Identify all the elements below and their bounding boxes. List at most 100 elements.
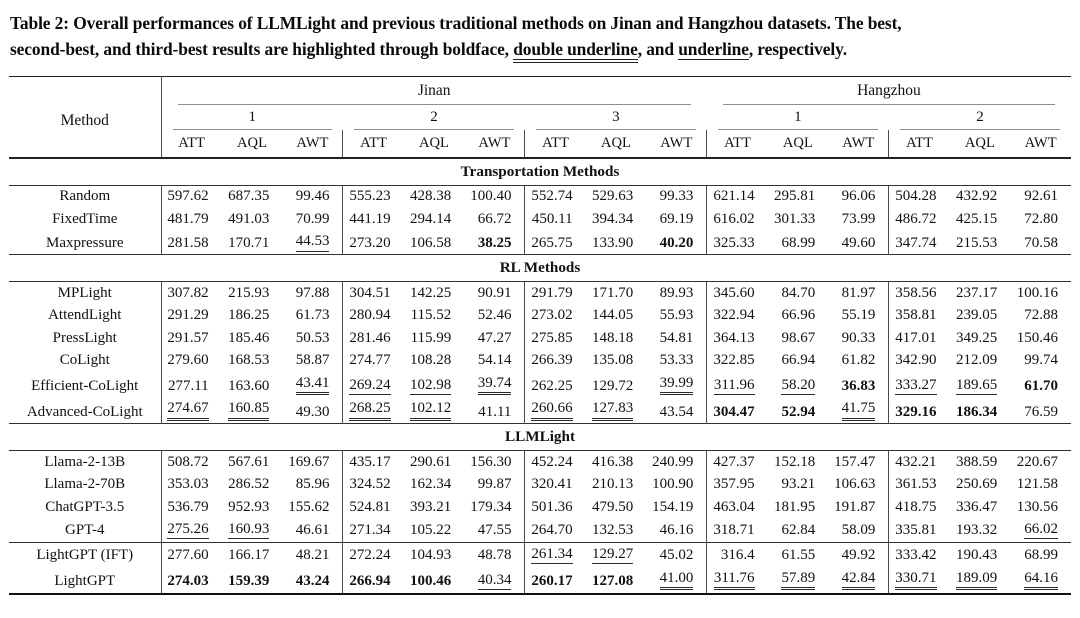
value-cell: 272.24 [342, 542, 404, 567]
value-cell: 92.61 [1010, 185, 1071, 208]
value-text: 325.33 [713, 234, 755, 251]
value-text: 279.60 [167, 352, 209, 369]
value-cell: 333.42 [888, 542, 950, 567]
value-text: 427.37 [713, 453, 755, 470]
value-text: 524.81 [349, 498, 391, 515]
value-text: 181.95 [773, 498, 816, 515]
method-cell: Maxpressure [9, 230, 162, 255]
value-cell: 220.67 [1010, 450, 1071, 473]
value-cell: 291.79 [525, 281, 586, 304]
value-cell: 358.81 [889, 304, 950, 326]
value-text: 49.60 [841, 234, 876, 251]
value-cell: 93.21 [768, 473, 829, 495]
value-cell: 115.52 [404, 304, 465, 326]
value-cell: 274.03 [161, 566, 222, 595]
value-cell: 43.54 [646, 397, 708, 424]
metric-header: ATT [706, 130, 768, 160]
caption-segment: underline [678, 39, 749, 61]
value-cell: 501.36 [525, 496, 586, 518]
value-text: 61.82 [841, 352, 876, 369]
value-text: 98.67 [781, 329, 816, 346]
results-table: Jinan Hangzhou Method 1 2 3 1 2 ATT AQL AWT ATT AQL A… [9, 76, 1071, 595]
value-cell: 265.75 [525, 231, 586, 255]
value-cell: 160.85 [222, 398, 283, 424]
value-text: 616.02 [713, 210, 755, 227]
value-cell: 89.93 [646, 281, 708, 305]
value-text: 358.81 [895, 307, 937, 324]
value-text: 160.93 [228, 521, 270, 540]
value-cell: 49.30 [282, 397, 344, 424]
metric-header: AWT [464, 130, 526, 160]
value-text: 58.20 [781, 377, 816, 395]
value-text: 163.60 [228, 377, 270, 394]
value-cell: 169.67 [282, 450, 344, 474]
method-name: Random [59, 188, 111, 205]
method-cell: FixedTime [9, 208, 162, 231]
value-cell: 155.62 [282, 495, 344, 519]
value-cell: 291.29 [161, 304, 222, 326]
value-text: 275.85 [531, 329, 573, 346]
value-text: 41.00 [659, 570, 694, 590]
value-text: 260.66 [531, 400, 573, 421]
dataset-header-cell: Jinan [161, 76, 707, 106]
value-cell: 69.19 [646, 208, 708, 231]
value-text: 93.21 [781, 476, 816, 493]
metric-header: AQL [221, 130, 283, 160]
value-text: 307.82 [167, 284, 209, 301]
value-cell: 160.93 [222, 518, 283, 542]
method-name: ChatGPT-3.5 [45, 498, 125, 515]
value-text: 271.34 [349, 522, 391, 539]
caption-segment: second-best, and third-best results are … [10, 39, 514, 60]
value-text: 281.46 [349, 329, 391, 346]
value-cell: 239.05 [950, 304, 1011, 326]
value-cell: 358.56 [889, 281, 950, 304]
value-text: 179.34 [470, 498, 512, 515]
value-text: 99.74 [1024, 352, 1058, 369]
value-text: 41.75 [841, 400, 876, 421]
value-text: 274.77 [349, 352, 391, 369]
value-cell: 345.60 [707, 281, 768, 304]
value-text: 66.72 [477, 210, 512, 227]
value-cell: 504.28 [889, 185, 950, 208]
value-text: 40.20 [659, 234, 694, 251]
value-text: 166.17 [228, 547, 270, 564]
value-text: 47.27 [477, 329, 512, 346]
value-text: 286.52 [228, 476, 270, 493]
value-cell: 129.72 [586, 372, 647, 398]
caption-segment: double underline [513, 39, 638, 64]
dataset-header: Jinan [177, 82, 691, 106]
value-text: 104.93 [410, 547, 452, 564]
value-cell: 179.34 [464, 495, 526, 519]
metric-header: AQL [949, 130, 1011, 160]
value-cell: 163.60 [222, 372, 283, 398]
value-text: 335.81 [895, 522, 937, 539]
value-cell: 275.85 [525, 327, 586, 349]
value-text: 99.46 [295, 188, 330, 205]
table-row: AttendLight 291.29 186.25 61.73 280.94 115.52… [9, 304, 1071, 327]
value-text: 416.38 [592, 453, 634, 470]
value-cell: 215.53 [950, 231, 1011, 255]
value-text: 394.34 [592, 210, 634, 227]
value-cell: 281.58 [161, 231, 222, 255]
value-cell: 76.59 [1010, 398, 1071, 424]
table-row: LightGPT (IFT) 277.60 166.17 48.21 272.24 104… [9, 542, 1071, 567]
value-cell: 150.46 [1010, 327, 1071, 349]
metric-header: AQL [403, 130, 465, 160]
value-cell: 463.04 [707, 496, 768, 518]
method-cell: Random [9, 185, 162, 209]
value-text: 536.79 [167, 498, 209, 515]
value-text: 43.41 [295, 375, 330, 395]
value-cell: 552.74 [525, 185, 586, 208]
value-text: 280.94 [349, 307, 391, 324]
value-text: 90.33 [841, 329, 876, 346]
value-text: 479.50 [592, 498, 634, 515]
corner-spacer [9, 130, 162, 160]
value-text: 142.25 [410, 284, 452, 301]
value-text: 58.09 [841, 522, 876, 539]
method-cell: LightGPT (IFT) [9, 542, 162, 567]
value-text: 393.21 [410, 498, 452, 515]
value-text: 106.63 [834, 476, 876, 493]
value-text: 186.34 [955, 403, 998, 420]
value-cell: 322.94 [707, 304, 768, 326]
value-cell: 432.21 [889, 450, 950, 473]
